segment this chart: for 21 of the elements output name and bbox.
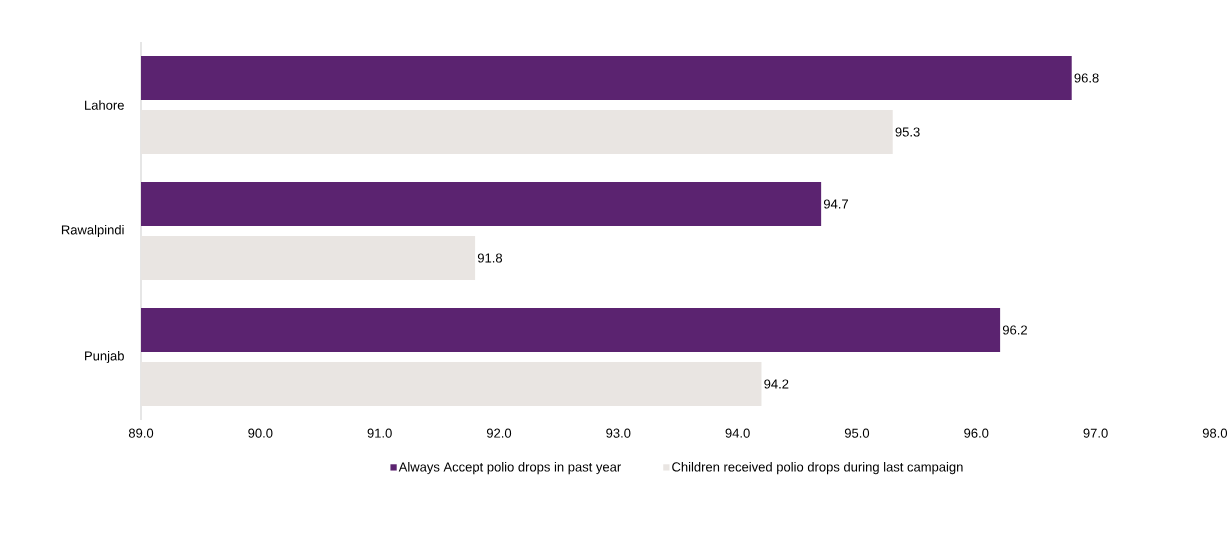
data-label: 94.7 <box>823 199 848 209</box>
data-label: 95.3 <box>895 127 920 137</box>
data-label: 91.8 <box>477 253 503 263</box>
x-tick-label: 96.0 <box>964 428 989 438</box>
x-tick-label: 97.0 <box>1083 428 1108 438</box>
x-tick-label: 91.0 <box>367 428 392 438</box>
x-tick-label: 94.0 <box>725 428 750 438</box>
x-tick-label: 98.0 <box>1202 428 1228 438</box>
x-tick-label: 93.0 <box>606 428 631 438</box>
y-tick-label: Rawalpindi <box>61 224 124 238</box>
legend-label: Children received polio drops during last campaign <box>672 462 963 475</box>
y-tick-label: Lahore <box>85 100 124 110</box>
x-tick-label: 95.0 <box>844 428 870 438</box>
y-tick-label: Punjab <box>85 350 124 364</box>
x-tick-label: 89.0 <box>128 428 154 438</box>
data-label: 96.2 <box>1002 325 1027 335</box>
legend-label: Always Accept polio drops in past year <box>398 462 621 475</box>
data-label: 96.8 <box>1074 73 1099 83</box>
x-tick-label: 92.0 <box>486 428 512 438</box>
data-label: 94.2 <box>764 379 789 389</box>
x-tick-label: 90.0 <box>248 428 273 438</box>
